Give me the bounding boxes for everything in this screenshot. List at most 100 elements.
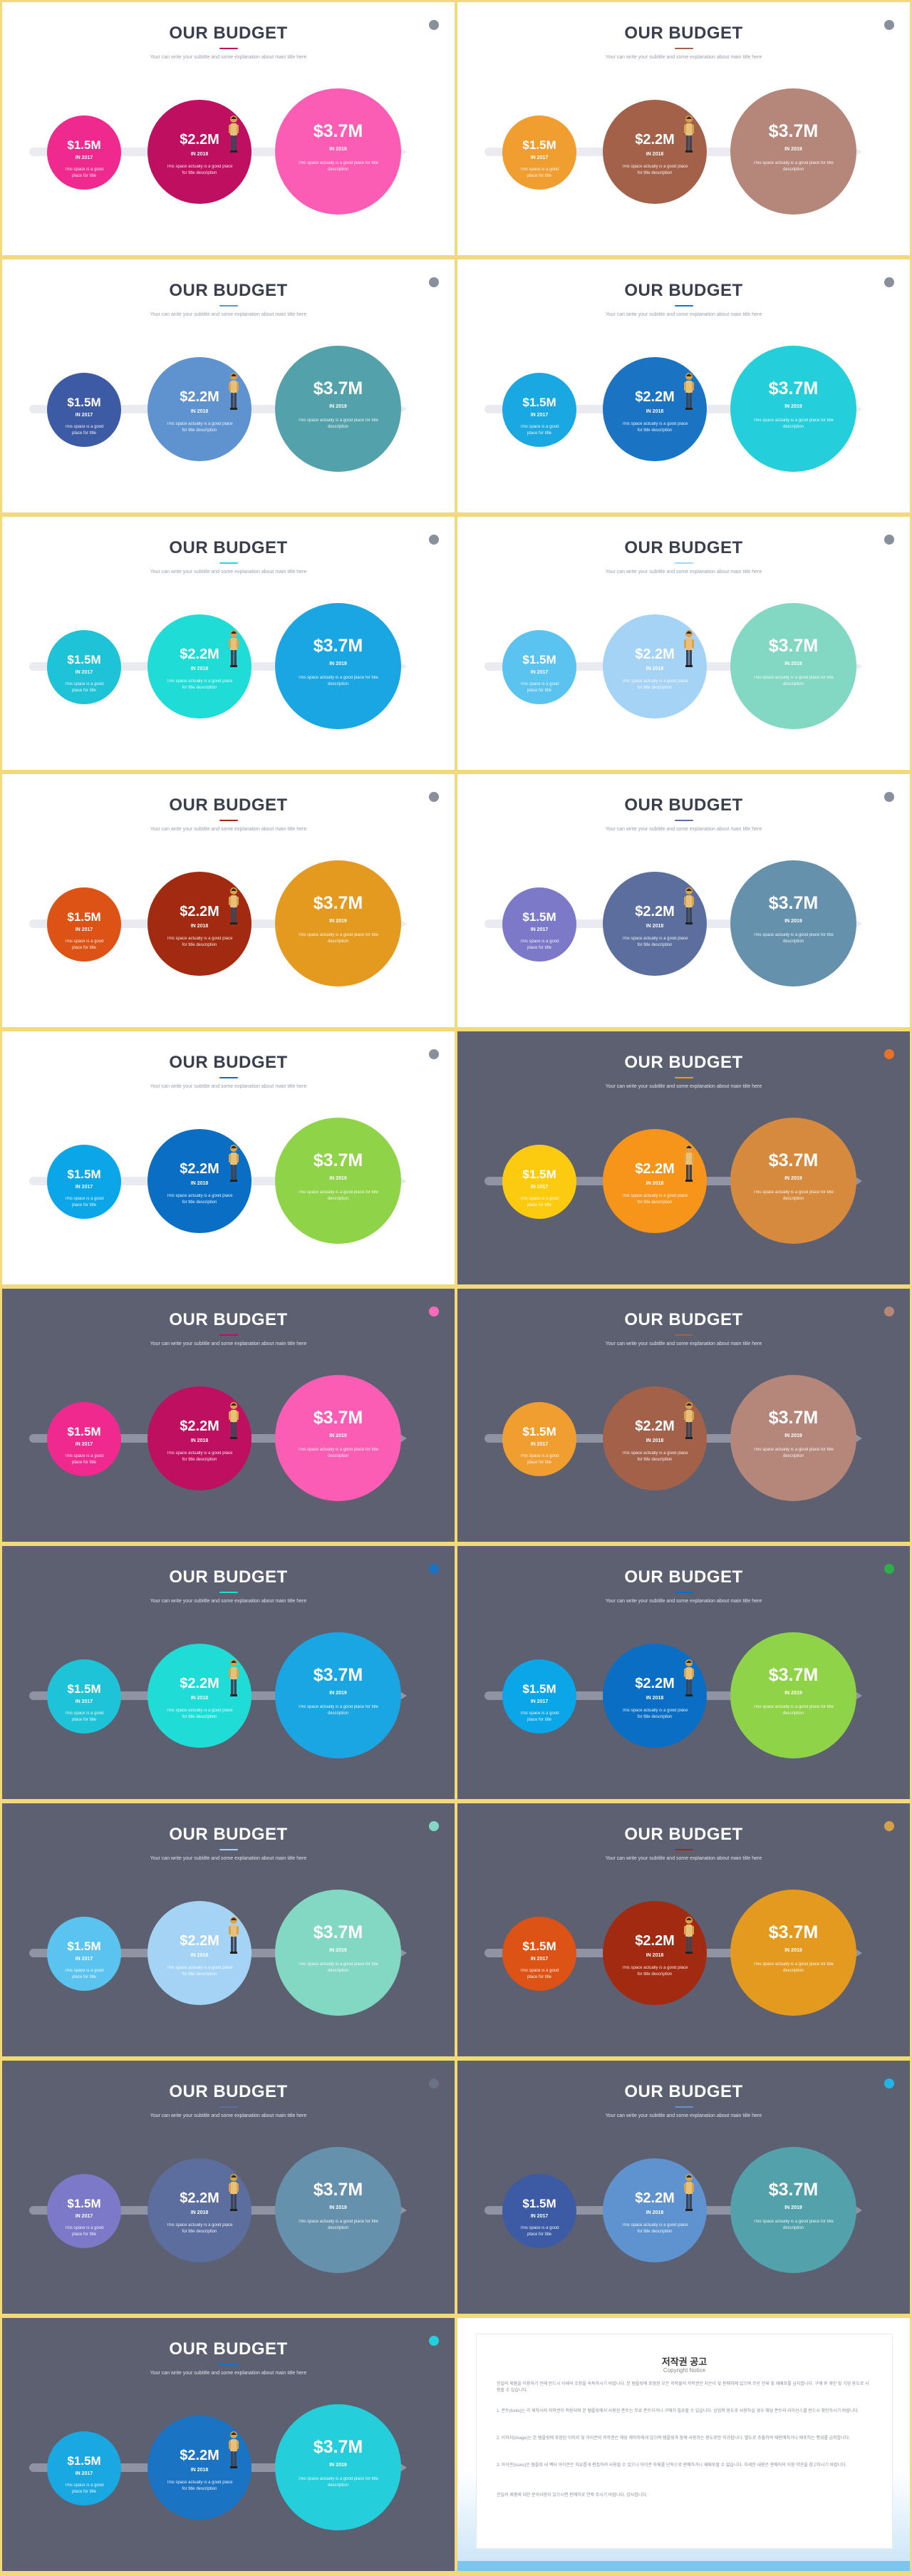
budget-description: This space actually is a good place for … bbox=[298, 933, 378, 944]
budget-amount: $2.2M bbox=[180, 389, 219, 405]
budget-year: IN 2019 bbox=[329, 1691, 347, 1696]
budget-amount: $3.7M bbox=[313, 1408, 363, 1428]
budget-year: IN 2019 bbox=[329, 2463, 347, 2468]
budget-year: IN 2017 bbox=[75, 670, 93, 675]
budget-year: IN 2018 bbox=[646, 666, 664, 671]
budget-amount: $2.2M bbox=[635, 1676, 675, 1691]
budget-year: IN 2019 bbox=[329, 1176, 347, 1181]
copyright-paragraph: 1. 폰트(fonts)는 각 제작사의 저작권이 적용되며 본 템플릿에서 사… bbox=[497, 2409, 859, 2413]
budget-description: This space actually is a good place for … bbox=[753, 933, 834, 944]
budget-description: This space is a good place for title bbox=[64, 682, 104, 693]
budget-slide[interactable]: OUR BUDGET Your can write your subtitle … bbox=[457, 1803, 910, 2056]
title-underline bbox=[674, 1077, 693, 1078]
budget-description: This space is a good place for title bbox=[64, 2226, 104, 2237]
budget-slide[interactable]: OUR BUDGET Your can write your subtitle … bbox=[2, 2, 455, 255]
slide-accent-dot bbox=[429, 1821, 439, 1831]
budget-circle-2017: $1.5M IN 2017 This space is a good place… bbox=[47, 1659, 121, 1733]
budget-description: This space actually is a good place for … bbox=[298, 161, 378, 172]
budget-description: This space actually is a good place for … bbox=[298, 1962, 378, 1973]
person-figure-icon bbox=[229, 373, 239, 410]
budget-slide[interactable]: OUR BUDGET Your can write your subtitle … bbox=[2, 517, 455, 770]
slide-title: OUR BUDGET bbox=[624, 795, 743, 815]
title-underline bbox=[674, 820, 693, 821]
budget-circle-2019: $3.7M IN 2019 This space actually is a g… bbox=[275, 860, 401, 986]
slide-title: OUR BUDGET bbox=[169, 538, 288, 557]
budget-slide[interactable]: OUR BUDGET Your can write your subtitle … bbox=[2, 1546, 455, 1799]
budget-year: IN 2017 bbox=[530, 155, 549, 160]
budget-description: This space is a good place for title bbox=[519, 682, 559, 693]
budget-amount: $3.7M bbox=[313, 893, 363, 913]
budget-circle-2019: $3.7M IN 2019 This space actually is a g… bbox=[275, 1118, 401, 1244]
budget-circle-2019: $3.7M IN 2019 This space actually is a g… bbox=[730, 1890, 856, 2016]
person-figure-icon bbox=[684, 1917, 694, 1954]
budget-circle-2017: $1.5M IN 2017 This space is a good place… bbox=[502, 373, 576, 447]
budget-amount: $1.5M bbox=[522, 1168, 556, 1181]
budget-year: IN 2018 bbox=[190, 924, 209, 929]
budget-year: IN 2017 bbox=[530, 670, 549, 675]
budget-amount: $2.2M bbox=[635, 1933, 675, 1949]
budget-year: IN 2018 bbox=[646, 1438, 664, 1443]
person-figure-icon bbox=[229, 2431, 239, 2468]
slide-accent-dot bbox=[429, 277, 439, 287]
budget-year: IN 2018 bbox=[190, 666, 209, 671]
budget-amount: $3.7M bbox=[313, 2180, 363, 2200]
budget-year: IN 2018 bbox=[646, 1953, 664, 1958]
slide-title: OUR BUDGET bbox=[169, 2339, 288, 2359]
slide-subtitle: Your can write your subtitle and some ex… bbox=[605, 570, 762, 575]
budget-slide[interactable]: OUR BUDGET Your can write your subtitle … bbox=[457, 1289, 910, 1542]
budget-amount: $2.2M bbox=[180, 646, 219, 662]
budget-amount: $1.5M bbox=[522, 396, 556, 409]
budget-year: IN 2017 bbox=[530, 1442, 549, 1447]
budget-slide[interactable]: OUR BUDGET Your can write your subtitle … bbox=[2, 1031, 455, 1284]
budget-circle-2017: $1.5M IN 2017 This space is a good place… bbox=[47, 630, 121, 704]
budget-amount: $3.7M bbox=[313, 378, 363, 398]
budget-year: IN 2019 bbox=[329, 404, 347, 409]
budget-slide[interactable]: OUR BUDGET Your can write your subtitle … bbox=[2, 774, 455, 1027]
budget-amount: $3.7M bbox=[768, 1665, 819, 1685]
budget-circle-2017: $1.5M IN 2017 This space is a good place… bbox=[47, 2431, 121, 2505]
budget-slide[interactable]: OUR BUDGET Your can write your subtitle … bbox=[457, 2, 910, 255]
budget-slide[interactable]: OUR BUDGET Your can write your subtitle … bbox=[2, 1803, 455, 2056]
budget-slide[interactable]: OUR BUDGET Your can write your subtitle … bbox=[457, 1031, 910, 1284]
budget-slide[interactable]: OUR BUDGET Your can write your subtitle … bbox=[457, 2061, 910, 2314]
budget-slide[interactable]: OUR BUDGET Your can write your subtitle … bbox=[2, 1289, 455, 1542]
slide-accent-dot bbox=[429, 1307, 439, 1317]
budget-slide[interactable]: OUR BUDGET Your can write your subtitle … bbox=[457, 1546, 910, 1799]
person-figure-icon bbox=[229, 1917, 239, 1954]
slide-subtitle: Your can write your subtitle and some ex… bbox=[150, 1084, 307, 1089]
budget-year: IN 2017 bbox=[75, 2214, 93, 2219]
copyright-title: 저작권 공고 bbox=[661, 2356, 708, 2367]
budget-circle-2017: $1.5M IN 2017 This space is a good place… bbox=[47, 1917, 121, 1991]
budget-slide[interactable]: OUR BUDGET Your can write your subtitle … bbox=[2, 259, 455, 512]
budget-year: IN 2018 bbox=[190, 1438, 209, 1443]
copyright-slide[interactable]: 저작권 공고 Copyright Notice 진일의 제품을 이용하기 전에 … bbox=[457, 2318, 910, 2571]
person-figure-icon bbox=[229, 1145, 239, 1182]
budget-circle-2017: $1.5M IN 2017 This space is a good place… bbox=[502, 887, 576, 962]
budget-description: This space actually is a good place for … bbox=[753, 676, 834, 686]
budget-description: This space is a good place for title bbox=[519, 425, 559, 436]
budget-slide[interactable]: OUR BUDGET Your can write your subtitle … bbox=[2, 2061, 455, 2314]
budget-amount: $2.2M bbox=[180, 2448, 219, 2463]
budget-slide[interactable]: OUR BUDGET Your can write your subtitle … bbox=[457, 517, 910, 770]
budget-amount: $2.2M bbox=[635, 2190, 675, 2206]
person-figure-icon bbox=[229, 1659, 239, 1696]
budget-year: IN 2019 bbox=[784, 1691, 802, 1696]
budget-amount: $2.2M bbox=[180, 2190, 219, 2206]
budget-year: IN 2018 bbox=[190, 2210, 209, 2215]
budget-slide[interactable]: OUR BUDGET Your can write your subtitle … bbox=[457, 259, 910, 512]
budget-year: IN 2019 bbox=[329, 661, 347, 666]
budget-description: This space actually is a good place for … bbox=[298, 1705, 378, 1716]
budget-amount: $3.7M bbox=[768, 893, 819, 913]
slide-subtitle: Your can write your subtitle and some ex… bbox=[605, 827, 762, 832]
budget-year: IN 2017 bbox=[530, 2214, 549, 2219]
slide-accent-dot bbox=[884, 1564, 894, 1574]
budget-slide[interactable]: OUR BUDGET Your can write your subtitle … bbox=[2, 2318, 455, 2571]
budget-description: This space is a good place for title bbox=[64, 1454, 104, 1465]
slide-title: OUR BUDGET bbox=[624, 1053, 743, 1072]
slide-title: OUR BUDGET bbox=[624, 1567, 743, 1587]
budget-slide[interactable]: OUR BUDGET Your can write your subtitle … bbox=[457, 774, 910, 1027]
budget-circle-2017: $1.5M IN 2017 This space is a good place… bbox=[47, 887, 121, 962]
budget-circle-2019: $3.7M IN 2019 This space actually is a g… bbox=[730, 860, 856, 986]
budget-amount: $1.5M bbox=[67, 2197, 101, 2210]
budget-year: IN 2019 bbox=[784, 1176, 802, 1181]
